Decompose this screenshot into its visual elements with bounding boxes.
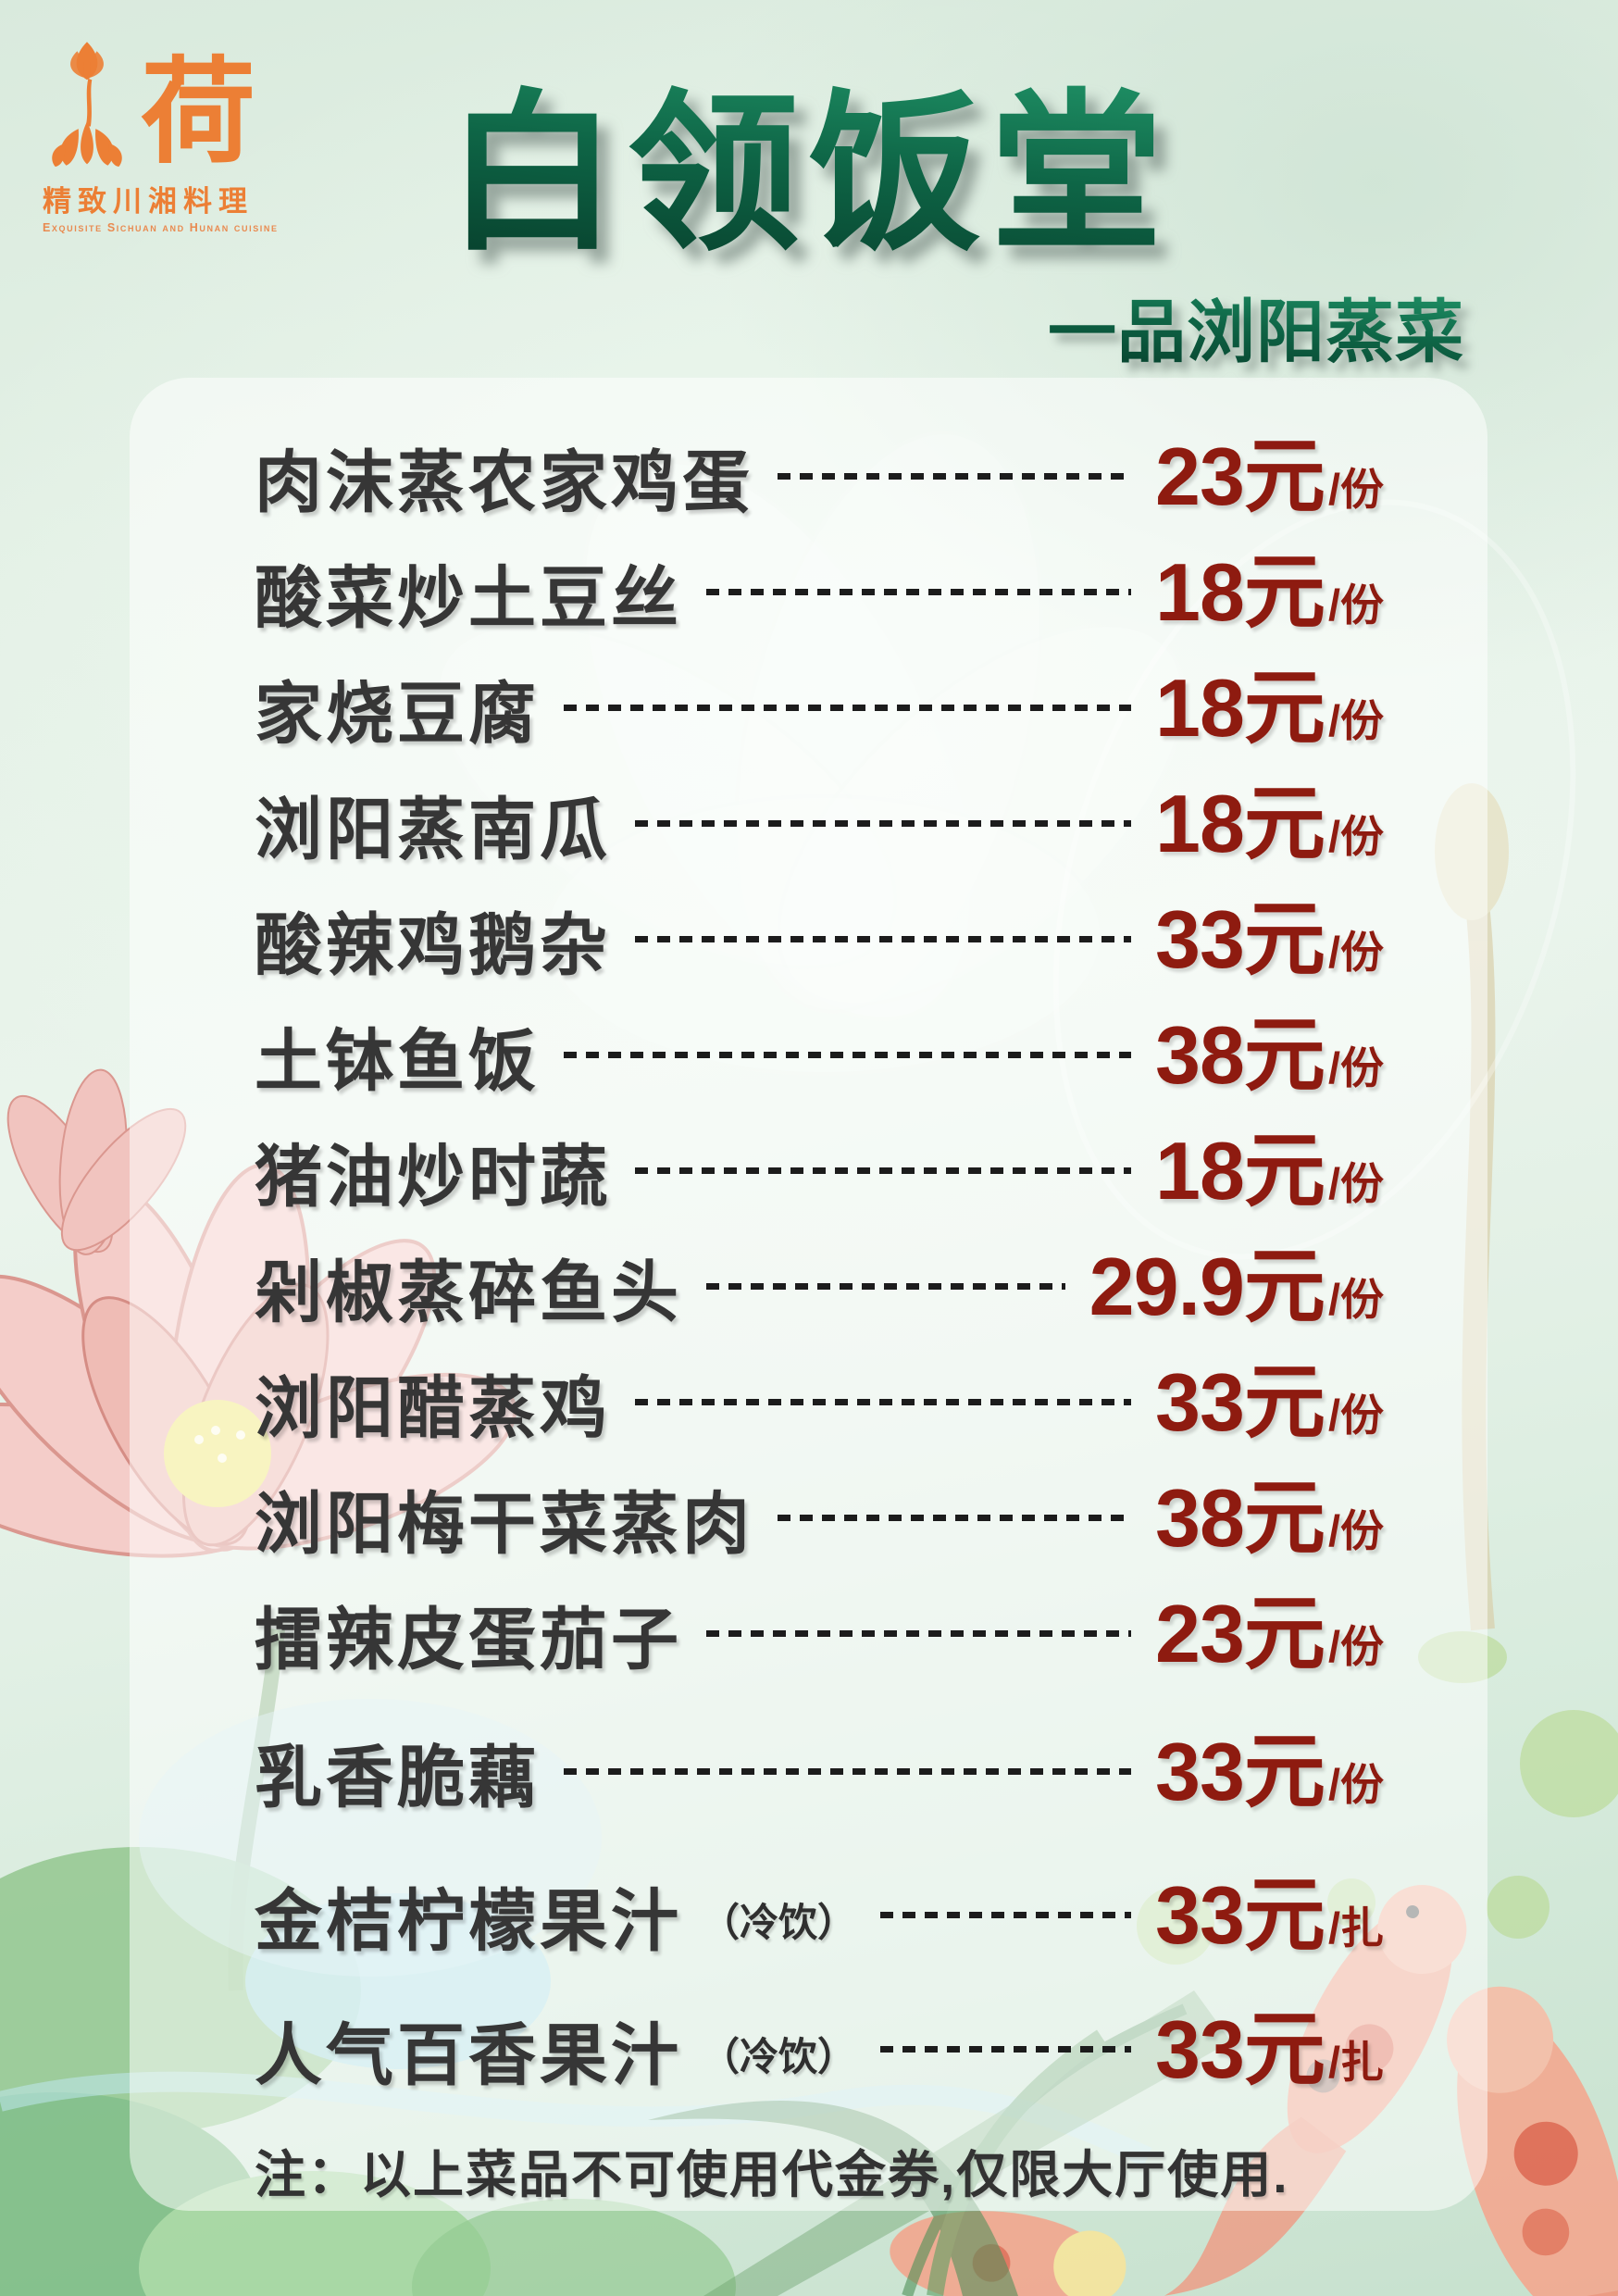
logo-tagline-en: Exquisite Sichuan and Hunan cuisine — [43, 221, 279, 234]
dish-price-unit: /份 — [1327, 1390, 1384, 1440]
dish-price-amount: 29.9元 — [1089, 1240, 1326, 1332]
dotted-leader — [564, 705, 1132, 711]
dish-price-amount: 33元 — [1155, 2003, 1326, 2095]
dish-name: 酸菜炒土豆丝 — [255, 560, 682, 636]
dish-price: 33元 /扎 — [1155, 2003, 1384, 2095]
dish-price: 33元 /份 — [1155, 892, 1384, 985]
dotted-leader — [635, 820, 1132, 827]
dish-price-amount: 38元 — [1155, 1471, 1326, 1564]
menu-item-row: 浏阳醋蒸鸡 33元 /份 — [255, 1344, 1384, 1460]
dish-name: 剁椒蒸碎鱼头 — [255, 1254, 682, 1330]
dish-price-unit: /份 — [1327, 695, 1384, 745]
dish-price-unit: /份 — [1327, 927, 1384, 977]
pink-lotus-bud-art — [6, 1068, 187, 1255]
dotted-leader — [706, 1630, 1132, 1637]
dish-price-amount: 18元 — [1155, 1124, 1326, 1217]
menu-item-row: 家烧豆腐 18元 /份 — [255, 650, 1384, 766]
dish-price: 23元 /份 — [1155, 1587, 1384, 1679]
dish-price-amount: 33元 — [1155, 1355, 1326, 1448]
page-title: 白领饭堂 — [0, 89, 1618, 261]
dish-price-amount: 33元 — [1155, 1868, 1326, 1961]
menu-item-row: 浏阳梅干菜蒸肉 38元 /份 — [255, 1460, 1384, 1576]
dish-price: 33元 /扎 — [1155, 1868, 1384, 1961]
dish-price-amount: 23元 — [1155, 430, 1326, 522]
dish-price: 18元 /份 — [1155, 545, 1384, 638]
dish-price-amount: 38元 — [1155, 1008, 1326, 1101]
dish-price-unit: /份 — [1327, 1158, 1384, 1208]
dish-price: 18元 /份 — [1155, 1124, 1384, 1217]
footer-note: 注：以上菜品不可使用代金券,仅限大厅使用. — [255, 2146, 1289, 2203]
dotted-leader — [880, 2046, 1132, 2053]
page-subtitle-text: 一品浏阳蒸菜 — [1048, 293, 1464, 370]
dish-name: 乳香脆藕 — [255, 1740, 540, 1816]
page-title-text: 白领饭堂 — [445, 79, 1172, 270]
dish-name: 猪油炒时蔬 — [255, 1139, 611, 1215]
dish-price-amount: 33元 — [1155, 892, 1326, 985]
dish-name: 酸辣鸡鹅杂 — [255, 907, 611, 983]
dish-name: 浏阳蒸南瓜 — [255, 792, 611, 867]
dish-name: 家烧豆腐 — [255, 676, 540, 752]
dish-price: 38元 /份 — [1155, 1471, 1384, 1564]
dotted-leader — [778, 473, 1132, 480]
menu-item-row: 肉沫蒸农家鸡蛋 23元 /份 — [255, 418, 1384, 534]
dish-price-amount: 18元 — [1155, 545, 1326, 638]
menu-list: 肉沫蒸农家鸡蛋 23元 /份 酸菜炒土豆丝 18元 /份 家烧豆腐 18元 /份… — [255, 418, 1384, 2107]
dish-price-unit: /扎 — [1327, 2037, 1384, 2087]
dish-name: 肉沫蒸农家鸡蛋 — [255, 444, 753, 520]
menu-item-row: 酸辣鸡鹅杂 33元 /份 — [255, 881, 1384, 997]
dish-price-unit: /份 — [1327, 1042, 1384, 1092]
dish-price: 33元 /份 — [1155, 1355, 1384, 1448]
dotted-leader — [706, 589, 1132, 595]
dish-price-amount: 18元 — [1155, 661, 1326, 754]
menu-item-row: 土钵鱼饭 38元 /份 — [255, 997, 1384, 1113]
dotted-leader — [635, 936, 1132, 942]
dish-price-unit: /份 — [1327, 1505, 1384, 1555]
dotted-leader — [635, 1167, 1132, 1174]
menu-item-row: 金桔柠檬果汁 （冷饮） 33元 /扎 — [255, 1857, 1384, 1973]
menu-item-row: 擂辣皮蛋茄子 23元 /份 — [255, 1576, 1384, 1691]
dotted-leader — [880, 1912, 1132, 1918]
dotted-leader — [564, 1052, 1132, 1058]
menu-item-row: 剁椒蒸碎鱼头 29.9元 /份 — [255, 1229, 1384, 1344]
dish-price: 29.9元 /份 — [1089, 1240, 1384, 1332]
dish-name: 浏阳梅干菜蒸肉 — [255, 1486, 753, 1562]
brand-logo: 荷 精致川湘料理 Exquisite Sichuan and Hunan cui… — [43, 39, 279, 234]
dish-price-unit: /份 — [1327, 1621, 1384, 1671]
menu-item-row: 猪油炒时蔬 18元 /份 — [255, 1113, 1384, 1229]
dish-name: 擂辣皮蛋茄子 — [255, 1602, 682, 1678]
dish-price: 38元 /份 — [1155, 1008, 1384, 1101]
dish-price-amount: 33元 — [1155, 1725, 1326, 1817]
dish-price-unit: /份 — [1327, 1274, 1384, 1324]
dish-name: 土钵鱼饭 — [255, 1023, 540, 1099]
dish-price: 18元 /份 — [1155, 777, 1384, 869]
dish-subnote: （冷饮） — [701, 1901, 857, 1944]
menu-panel: 肉沫蒸农家鸡蛋 23元 /份 酸菜炒土豆丝 18元 /份 家烧豆腐 18元 /份… — [130, 378, 1487, 2211]
dish-price: 18元 /份 — [1155, 661, 1384, 754]
dish-price-unit: /扎 — [1327, 1903, 1384, 1953]
dotted-leader — [635, 1399, 1132, 1405]
menu-item-row: 酸菜炒土豆丝 18元 /份 — [255, 534, 1384, 650]
dotted-leader — [778, 1515, 1132, 1521]
page-subtitle: 一品浏阳蒸菜 — [1048, 298, 1464, 367]
menu-item-row: 浏阳蒸南瓜 18元 /份 — [255, 766, 1384, 881]
dish-price-unit: /份 — [1327, 464, 1384, 514]
menu-item-row: 乳香脆藕 33元 /份 — [255, 1714, 1384, 1829]
dish-price: 33元 /份 — [1155, 1725, 1384, 1817]
menu-item-row: 人气百香果汁 （冷饮） 33元 /扎 — [255, 1991, 1384, 2107]
dish-price: 23元 /份 — [1155, 430, 1384, 522]
dotted-leader — [706, 1283, 1065, 1290]
lotus-logo-icon — [52, 42, 122, 168]
dotted-leader — [564, 1768, 1132, 1775]
dish-price-unit: /份 — [1327, 811, 1384, 861]
dish-subnote: （冷饮） — [701, 2035, 857, 2078]
dish-name: 人气百香果汁 — [255, 2017, 682, 2093]
dish-price-unit: /份 — [1327, 1759, 1384, 1809]
logo-character: 荷 — [140, 45, 255, 180]
dish-price-amount: 23元 — [1155, 1587, 1326, 1679]
dish-name: 浏阳醋蒸鸡 — [255, 1370, 611, 1446]
dish-price-unit: /份 — [1327, 580, 1384, 630]
dish-price-amount: 18元 — [1155, 777, 1326, 869]
dish-name: 金桔柠檬果汁 — [255, 1883, 682, 1959]
logo-tagline-cn: 精致川湘料理 — [43, 185, 254, 218]
